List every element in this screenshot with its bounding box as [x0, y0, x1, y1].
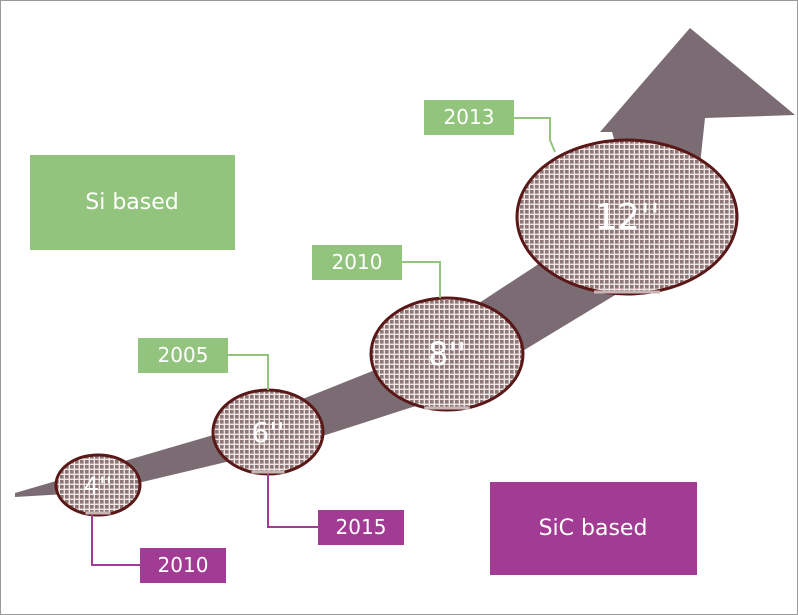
- sic-year: 2015: [336, 515, 387, 539]
- diagram: Si based SiC based 4'' 2010 6'' 2005 2015 8''…: [0, 0, 798, 615]
- wafer-size: 6'': [251, 416, 284, 449]
- wafer-size: 4'': [84, 472, 112, 500]
- wafer-size: 12'': [594, 197, 660, 238]
- si-year: 2013: [444, 105, 495, 129]
- wafer-size: 8'': [428, 335, 466, 373]
- sic-year: 2010: [158, 553, 209, 577]
- si-year: 2005: [158, 343, 209, 367]
- si-legend-label: Si based: [85, 190, 178, 215]
- si-year: 2010: [332, 250, 383, 274]
- sic-legend-label: SiC based: [539, 516, 648, 541]
